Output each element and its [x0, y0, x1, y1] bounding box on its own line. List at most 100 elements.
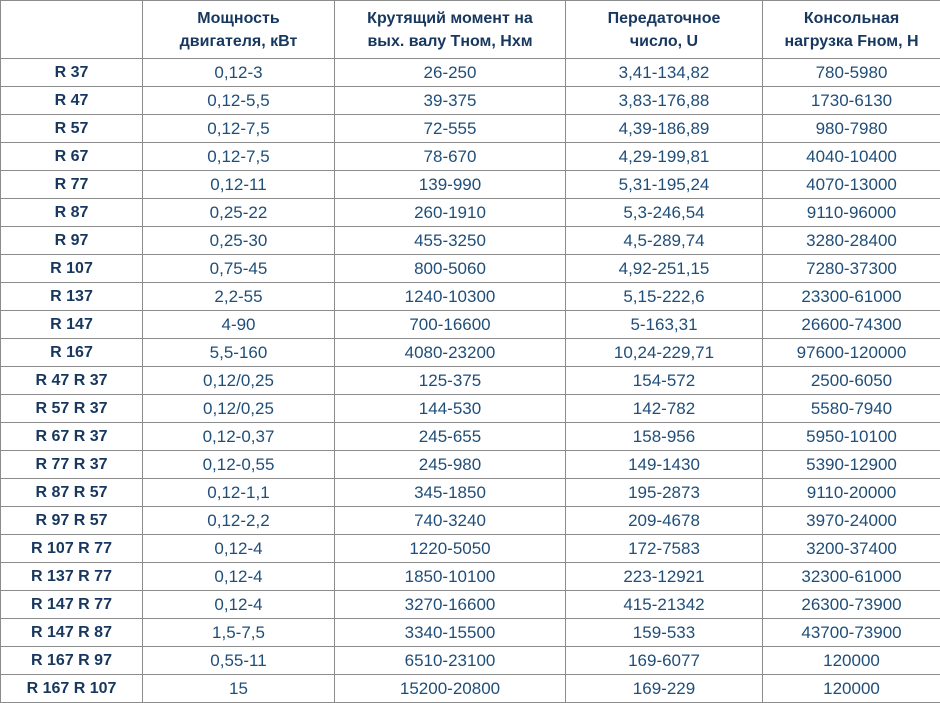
- cell-model: R 87: [1, 199, 143, 227]
- cell-output-torque: 1220-5050: [335, 535, 566, 563]
- cell-model: R 147: [1, 311, 143, 339]
- cell-motor-power: 0,25-30: [143, 227, 335, 255]
- cell-gear-ratio: 169-229: [566, 675, 763, 703]
- header-cell-model: [1, 1, 143, 59]
- cell-output-torque: 26-250: [335, 59, 566, 87]
- cell-overhung-load: 43700-73900: [763, 619, 940, 647]
- header-row: Мощность двигателя, кВт Крутящий момент …: [1, 1, 940, 59]
- cell-model: R 167 R 107: [1, 675, 143, 703]
- cell-overhung-load: 9110-20000: [763, 479, 940, 507]
- table-header: Мощность двигателя, кВт Крутящий момент …: [1, 1, 940, 59]
- cell-output-torque: 740-3240: [335, 507, 566, 535]
- cell-gear-ratio: 5,3-246,54: [566, 199, 763, 227]
- cell-model: R 77 R 37: [1, 451, 143, 479]
- cell-overhung-load: 26600-74300: [763, 311, 940, 339]
- cell-output-torque: 1850-10100: [335, 563, 566, 591]
- cell-motor-power: 0,12-0,37: [143, 423, 335, 451]
- cell-overhung-load: 7280-37300: [763, 255, 940, 283]
- cell-overhung-load: 1730-6130: [763, 87, 940, 115]
- cell-gear-ratio: 172-7583: [566, 535, 763, 563]
- cell-output-torque: 260-1910: [335, 199, 566, 227]
- cell-overhung-load: 3280-28400: [763, 227, 940, 255]
- cell-motor-power: 0,12-1,1: [143, 479, 335, 507]
- cell-overhung-load: 5390-12900: [763, 451, 940, 479]
- cell-gear-ratio: 4,39-186,89: [566, 115, 763, 143]
- header-cell-overhung-load: Консольная нагрузка Fном, Н: [763, 1, 940, 59]
- cell-overhung-load: 2500-6050: [763, 367, 940, 395]
- cell-model: R 37: [1, 59, 143, 87]
- cell-output-torque: 1240-10300: [335, 283, 566, 311]
- cell-gear-ratio: 5-163,31: [566, 311, 763, 339]
- cell-model: R 67 R 37: [1, 423, 143, 451]
- cell-gear-ratio: 159-533: [566, 619, 763, 647]
- cell-motor-power: 0,12-5,5: [143, 87, 335, 115]
- cell-model: R 147 R 87: [1, 619, 143, 647]
- cell-overhung-load: 4070-13000: [763, 171, 940, 199]
- cell-gear-ratio: 142-782: [566, 395, 763, 423]
- header-line: Консольная: [763, 7, 940, 30]
- header-line: нагрузка Fном, Н: [763, 30, 940, 53]
- header-line: число, U: [566, 30, 762, 53]
- cell-gear-ratio: 169-6077: [566, 647, 763, 675]
- cell-output-torque: 125-375: [335, 367, 566, 395]
- cell-gear-ratio: 4,92-251,15: [566, 255, 763, 283]
- header-line: вых. валу Тном, Нхм: [335, 30, 565, 53]
- cell-overhung-load: 3200-37400: [763, 535, 940, 563]
- cell-model: R 167: [1, 339, 143, 367]
- cell-gear-ratio: 4,29-199,81: [566, 143, 763, 171]
- cell-motor-power: 0,12-4: [143, 535, 335, 563]
- cell-model: R 77: [1, 171, 143, 199]
- cell-motor-power: 0,12-3: [143, 59, 335, 87]
- cell-overhung-load: 32300-61000: [763, 563, 940, 591]
- cell-model: R 57 R 37: [1, 395, 143, 423]
- cell-overhung-load: 5580-7940: [763, 395, 940, 423]
- cell-motor-power: 0,12/0,25: [143, 367, 335, 395]
- cell-motor-power: 2,2-55: [143, 283, 335, 311]
- header-cell-motor-power: Мощность двигателя, кВт: [143, 1, 335, 59]
- cell-model: R 67: [1, 143, 143, 171]
- cell-model: R 137: [1, 283, 143, 311]
- cell-motor-power: 0,12-4: [143, 563, 335, 591]
- cell-gear-ratio: 223-12921: [566, 563, 763, 591]
- cell-gear-ratio: 5,31-195,24: [566, 171, 763, 199]
- cell-gear-ratio: 10,24-229,71: [566, 339, 763, 367]
- cell-output-torque: 3340-15500: [335, 619, 566, 647]
- cell-overhung-load: 23300-61000: [763, 283, 940, 311]
- header-line: двигателя, кВт: [143, 30, 334, 53]
- cell-overhung-load: 97600-120000: [763, 339, 940, 367]
- cell-model: R 137 R 77: [1, 563, 143, 591]
- cell-motor-power: 4-90: [143, 311, 335, 339]
- cell-overhung-load: 780-5980: [763, 59, 940, 87]
- cell-model: R 147 R 77: [1, 591, 143, 619]
- cell-gear-ratio: 209-4678: [566, 507, 763, 535]
- cell-output-torque: 700-16600: [335, 311, 566, 339]
- cell-gear-ratio: 4,5-289,74: [566, 227, 763, 255]
- cell-output-torque: 139-990: [335, 171, 566, 199]
- cell-gear-ratio: 195-2873: [566, 479, 763, 507]
- cell-model: R 167 R 97: [1, 647, 143, 675]
- cell-output-torque: 39-375: [335, 87, 566, 115]
- cell-output-torque: 345-1850: [335, 479, 566, 507]
- header-cell-output-torque: Крутящий момент на вых. валу Тном, Нхм: [335, 1, 566, 59]
- cell-motor-power: 0,12-7,5: [143, 143, 335, 171]
- cell-motor-power: 0,12-7,5: [143, 115, 335, 143]
- header-line: Мощность: [143, 7, 334, 30]
- cell-model: R 97 R 57: [1, 507, 143, 535]
- cell-overhung-load: 4040-10400: [763, 143, 940, 171]
